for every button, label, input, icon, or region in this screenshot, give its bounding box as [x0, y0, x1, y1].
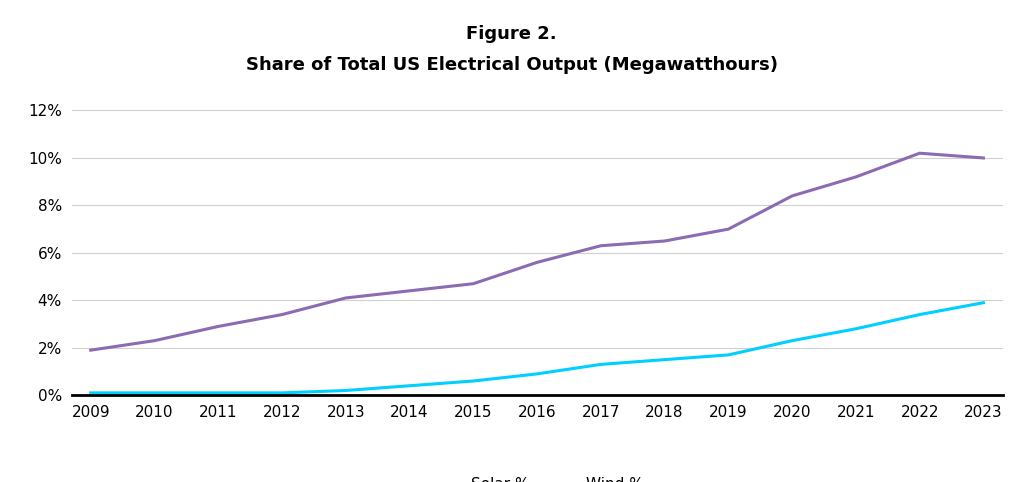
Wind % [212, 323, 224, 329]
Wind % [403, 288, 415, 294]
Wind % [594, 243, 607, 249]
Wind % [340, 295, 352, 301]
Line: Wind %: Wind % [91, 153, 983, 350]
Solar % [786, 338, 798, 344]
Wind % [786, 193, 798, 199]
Wind % [977, 155, 989, 161]
Legend: Solar %, Wind %: Solar %, Wind % [424, 471, 651, 482]
Text: Share of Total US Electrical Output (Megawatthours): Share of Total US Electrical Output (Meg… [246, 56, 777, 74]
Wind % [914, 150, 926, 156]
Solar % [659, 357, 671, 362]
Solar % [977, 300, 989, 306]
Wind % [531, 259, 543, 265]
Wind % [850, 174, 862, 180]
Solar % [594, 362, 607, 367]
Solar % [212, 390, 224, 396]
Solar % [914, 312, 926, 318]
Solar % [85, 390, 97, 396]
Wind % [85, 347, 97, 353]
Wind % [659, 238, 671, 244]
Solar % [850, 326, 862, 332]
Solar % [468, 378, 480, 384]
Text: Figure 2.: Figure 2. [466, 25, 557, 43]
Solar % [531, 371, 543, 377]
Solar % [403, 383, 415, 388]
Solar % [276, 390, 288, 396]
Solar % [722, 352, 735, 358]
Solar % [148, 390, 161, 396]
Wind % [468, 281, 480, 287]
Wind % [276, 312, 288, 318]
Wind % [722, 226, 735, 232]
Line: Solar %: Solar % [91, 303, 983, 393]
Wind % [148, 338, 161, 344]
Solar % [340, 388, 352, 393]
